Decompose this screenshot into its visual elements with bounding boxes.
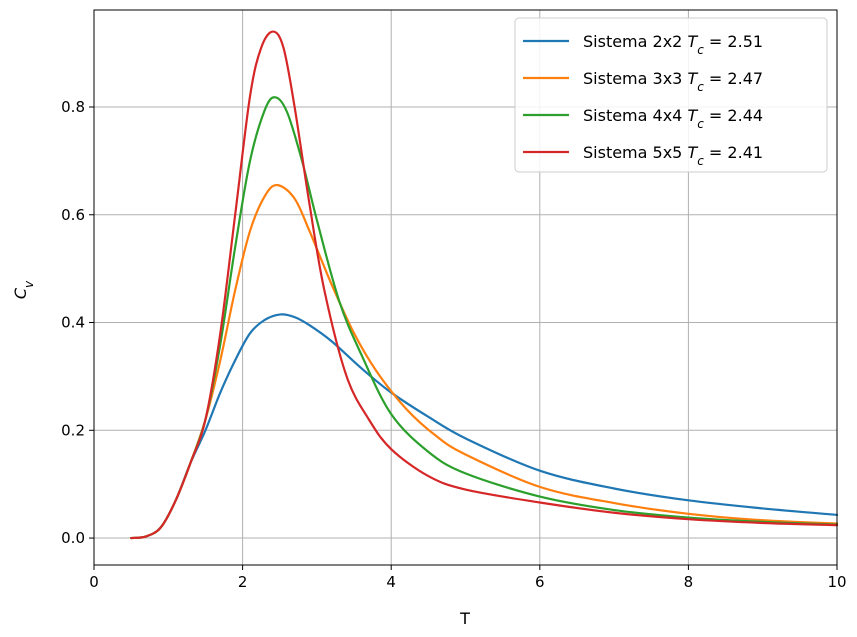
plot-frame: [93, 9, 838, 566]
legend-tc-value: = 2.47: [704, 69, 763, 88]
legend-entry-1: Sistema 2x2 Tc = 2.51: [583, 32, 763, 57]
legend-tc-subscript: c: [697, 154, 704, 168]
x-tick-label: 10: [827, 573, 846, 591]
y-axis-label-main: C: [11, 287, 30, 299]
legend-tc-value: = 2.51: [704, 32, 763, 51]
y-tick-label: 0.4: [61, 314, 85, 332]
x-tick-label: 4: [386, 573, 396, 591]
y-tick-label: 0.2: [61, 421, 85, 439]
legend-entry-3: Sistema 4x4 Tc = 2.44: [583, 106, 763, 131]
legend-tc-symbol: T: [687, 32, 698, 51]
y-axis-label-subscript: v: [22, 280, 36, 288]
y-axis-label: Cv: [11, 280, 36, 299]
y-tick-label: 0.8: [61, 98, 85, 116]
legend-tc-symbol: T: [687, 143, 698, 162]
x-tick-label: 0: [89, 573, 99, 591]
series-line-4: [130, 30, 839, 540]
legend-series-name: Sistema 4x4: [583, 106, 687, 125]
legend-series-name: Sistema 5x5: [583, 143, 687, 162]
legend-tc-subscript: c: [697, 80, 704, 94]
legend-tc-subscript: c: [697, 117, 704, 131]
y-tick-label: 0.0: [61, 529, 85, 547]
legend: Sistema 2x2 Tc = 2.51 Sistema 3x3 Tc = 2.…: [514, 17, 828, 173]
legend-series-name: Sistema 2x2: [583, 32, 687, 51]
y-tick-label: 0.6: [61, 206, 85, 224]
x-tick-label: 6: [535, 573, 545, 591]
legend-entry-2: Sistema 3x3 Tc = 2.47: [583, 69, 763, 94]
legend-tc-value: = 2.44: [704, 106, 763, 125]
legend-frame: [514, 17, 828, 173]
legend-tc-value: = 2.41: [704, 143, 763, 162]
legend-tc-symbol: T: [687, 106, 698, 125]
x-tick-label: 2: [238, 573, 248, 591]
series-lines: [130, 30, 839, 540]
legend-tc-symbol: T: [687, 69, 698, 88]
legend-tc-subscript: c: [697, 43, 704, 57]
legend-series-name: Sistema 3x3: [583, 69, 687, 88]
legend-entry-4: Sistema 5x5 Tc = 2.41: [583, 143, 763, 168]
x-axis-label: T: [459, 609, 470, 628]
x-tick-label: 8: [684, 573, 694, 591]
axis-ticks: 0 2 4 6 8 10 0.0 0.2 0.4 0.6 0.8: [61, 98, 846, 591]
